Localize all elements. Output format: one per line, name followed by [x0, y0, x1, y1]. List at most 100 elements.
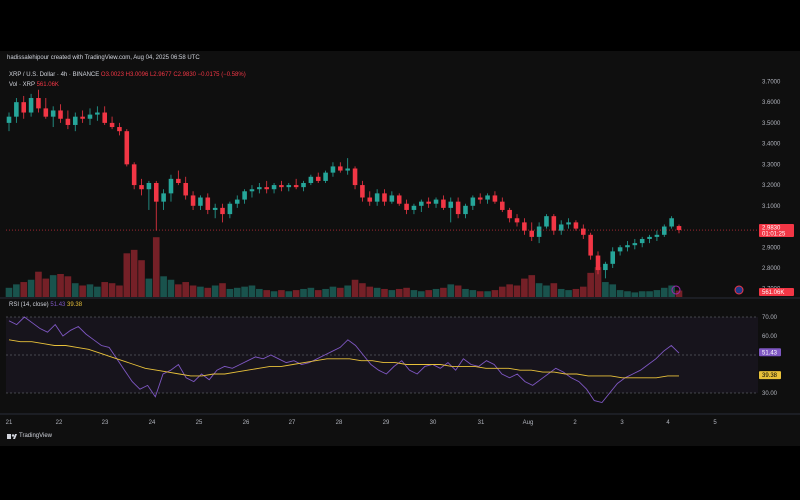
candle [470, 197, 476, 206]
candle [161, 193, 166, 202]
last-price-label: 2.9830 [762, 226, 781, 232]
volume-bar [587, 272, 594, 297]
volume-bar [572, 288, 580, 297]
candle [654, 234, 660, 237]
tradingview-mark-icon [7, 433, 17, 439]
candle [455, 201, 461, 215]
candle [338, 166, 343, 171]
candle [603, 263, 608, 271]
candle [176, 178, 181, 183]
candle [433, 199, 439, 204]
candle [374, 193, 380, 202]
volume-bar [668, 285, 675, 297]
symbol-label[interactable]: XRP / U.S. Dollar · 4h · BINANCE [9, 72, 100, 78]
candle [28, 98, 34, 113]
volume-bar [86, 284, 94, 297]
volume-bar [484, 291, 491, 297]
volume-bar [535, 283, 543, 297]
candle [477, 197, 483, 200]
candle [139, 185, 144, 190]
volume-bar [660, 287, 668, 297]
candle [676, 226, 682, 231]
candle [661, 226, 667, 235]
rsi-badge-label: 51.43 [762, 350, 778, 356]
volume-bar [417, 291, 425, 297]
volume-bar [71, 283, 79, 297]
price-tick-label: 2.8000 [762, 266, 781, 272]
tradingview-brand: TradingView [19, 433, 53, 439]
rsi-label[interactable]: RSI (14, close) [9, 302, 49, 308]
candle [183, 183, 188, 196]
volume-bar [550, 283, 558, 297]
candle [426, 201, 431, 204]
candle [146, 183, 152, 190]
rsi-legend: RSI (14, close) 51.43 39.38 [9, 302, 82, 308]
volume-label[interactable]: Vol · XRP [9, 82, 35, 88]
volume-bar [579, 286, 587, 297]
candle [50, 110, 56, 117]
volume-bar [116, 285, 123, 297]
candle [36, 98, 41, 109]
candle [352, 168, 358, 186]
candle [102, 112, 107, 123]
volume-bar [631, 292, 639, 297]
last-price-badge [759, 224, 794, 238]
volume-bar [64, 276, 72, 297]
rsi-badge [759, 348, 781, 357]
flag-icon [734, 285, 744, 295]
rsi-value: 51.43 [50, 302, 66, 308]
price-chart[interactable]: 3.7000 3.6000 3.5000 3.4000 3.3000 3.2000 3.10… [0, 51, 800, 446]
volume-bar [388, 290, 396, 297]
time-tick-label: 3 [620, 420, 624, 426]
candle [588, 234, 593, 256]
price-tick-label: 3.5000 [762, 121, 781, 127]
volume-bar [491, 290, 499, 297]
candle [264, 187, 269, 190]
candle [14, 102, 19, 117]
candle [536, 226, 542, 237]
candle [6, 116, 12, 123]
rsi-ma-line [8, 339, 679, 379]
volume-bar [454, 285, 462, 297]
volume-bar [204, 287, 212, 297]
candle [500, 201, 505, 210]
volume-bar [528, 275, 536, 297]
volume-bar [256, 288, 263, 297]
volume-bar [175, 284, 182, 297]
chart-frame: hadissalehipour created with TradingView… [0, 51, 800, 446]
candle [124, 131, 130, 165]
candle [279, 185, 284, 188]
volume-bar [646, 291, 653, 297]
candle [419, 201, 424, 206]
candle [551, 216, 557, 231]
volume-badge-label: 561.06K [762, 290, 784, 296]
volume-bar [285, 291, 293, 297]
volume-bar [653, 290, 661, 297]
candle [205, 197, 211, 210]
candle [168, 178, 174, 194]
volume-bar [42, 278, 50, 297]
candle [485, 195, 490, 200]
candle [441, 199, 446, 208]
tradingview-logo: TradingView [7, 433, 52, 439]
candle [345, 168, 350, 171]
price-tick-label: 3.1000 [762, 204, 781, 210]
volume-bar [543, 285, 550, 297]
volume-legend: Vol · XRP 561.06K [9, 82, 59, 88]
volume-bar [49, 275, 57, 297]
volume-bar [366, 286, 374, 297]
volume-bar [101, 282, 109, 297]
candle [153, 183, 159, 202]
volume-bar [145, 278, 153, 297]
volume-bar [152, 237, 160, 297]
candle [382, 193, 387, 202]
candle [389, 195, 395, 202]
candle [220, 207, 225, 215]
candle [448, 201, 454, 208]
volume-badge [759, 288, 794, 296]
price-tick-label: 3.2000 [762, 183, 781, 189]
candle [323, 172, 328, 181]
volume-bar [476, 291, 484, 297]
candle [463, 205, 468, 215]
candle [117, 127, 122, 132]
